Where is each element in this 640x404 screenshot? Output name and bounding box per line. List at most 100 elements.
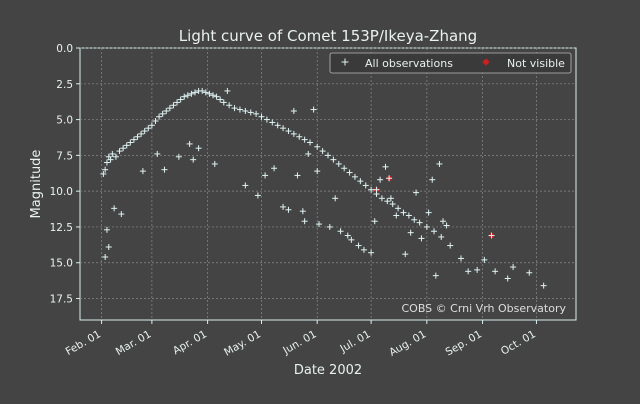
observation-point [285,206,292,213]
observation-point [280,203,287,210]
not-visible-cross [386,175,393,182]
observation-point [123,142,130,149]
observation-point [217,96,224,103]
observation-point [170,102,177,109]
observation-point [130,136,137,143]
observation-point [139,168,146,175]
observation-point [120,145,127,152]
legend-marker-all-observations [341,58,349,66]
observation-point [330,156,337,163]
observation-point [351,173,358,180]
not-visible-point [488,232,495,239]
x-tick-label: Feb. 01 [64,328,103,358]
observation-point [138,130,145,137]
observation-point [307,139,314,146]
observation-point [457,255,464,262]
observation-point [145,125,152,132]
y-tick-label: 17.5 [50,294,73,306]
observation-point [360,246,367,253]
observation-point [190,156,197,163]
observation-point [254,192,261,199]
observation-point [447,242,454,249]
observation-point [263,116,270,123]
y-tick-label: 7.5 [56,150,73,162]
observation-point [425,209,432,216]
plot-frame [79,47,577,321]
y-axis-label: Magnitude [29,150,44,219]
observation-point [258,113,265,120]
observation-point [436,160,443,167]
observation-point [224,87,231,94]
observation-point [192,89,199,96]
observation-point [242,107,249,114]
observation-point [152,118,159,125]
observation-point [510,264,517,271]
observation-point [166,105,173,112]
observation-point [438,233,445,240]
observation-point [111,205,118,212]
y-tick-label: 0.0 [56,43,73,55]
x-tick-label: Aug. 01 [387,328,428,359]
observation-point [400,209,407,216]
observation-point [109,150,116,157]
observation-point [335,160,342,167]
observation-point [181,93,188,100]
not-visible-layer [373,175,495,239]
not-visible-cross [488,232,495,239]
legend-plus-not-visible [482,58,490,66]
observation-point [526,269,533,276]
observation-point [103,226,110,233]
observation-point [127,139,134,146]
observation-point [299,208,306,215]
observation-point [492,268,499,275]
x-tick-label: Jul. 01 [337,328,372,355]
legend-marker-not-visible [482,58,490,66]
observation-point [362,182,369,189]
observation-point [236,106,243,113]
legend-label-all-observations: All observations [365,57,453,70]
observation-point [202,89,209,96]
observation-point [325,152,331,159]
observation-point [154,150,161,157]
observation-point [253,110,260,117]
observation-point [301,218,308,225]
y-tick-label: 12.5 [50,222,73,234]
observation-point [105,243,112,250]
observation-point [481,256,488,263]
observation-point [118,211,125,218]
observation-point [107,156,114,163]
observation-point [231,105,238,112]
y-tick-label: 2.5 [56,79,73,91]
observation-point [177,96,184,103]
observation-point [163,107,170,114]
x-tick-label: Mar. 01 [114,328,154,358]
x-tick-label: Jun. 01 [280,328,318,357]
observation-point [377,176,384,183]
observation-point [326,223,333,230]
observation-point [226,102,233,109]
observation-point [504,275,511,282]
observation-point [371,218,378,225]
observation-point [148,122,155,129]
observation-point [316,221,323,228]
observation-point [274,122,281,129]
observation-point [116,148,123,155]
observation-point [418,235,425,242]
observation-point [269,119,276,126]
observation-point [211,160,218,167]
not-visible-point [373,186,380,193]
observation-point [314,168,321,175]
grid-layer [80,47,576,320]
observation-point [332,195,339,202]
observation-point [389,201,396,208]
observation-point [405,212,412,219]
observation-point [301,136,308,143]
observation-point [271,165,278,172]
observation-point [141,128,148,135]
y-tick-label: 10.0 [50,186,73,198]
observation-point [188,90,195,97]
observation-point [465,268,472,275]
observation-point [280,125,287,132]
observation-point [310,106,317,113]
x-tick-label: Apr. 01 [171,328,209,357]
